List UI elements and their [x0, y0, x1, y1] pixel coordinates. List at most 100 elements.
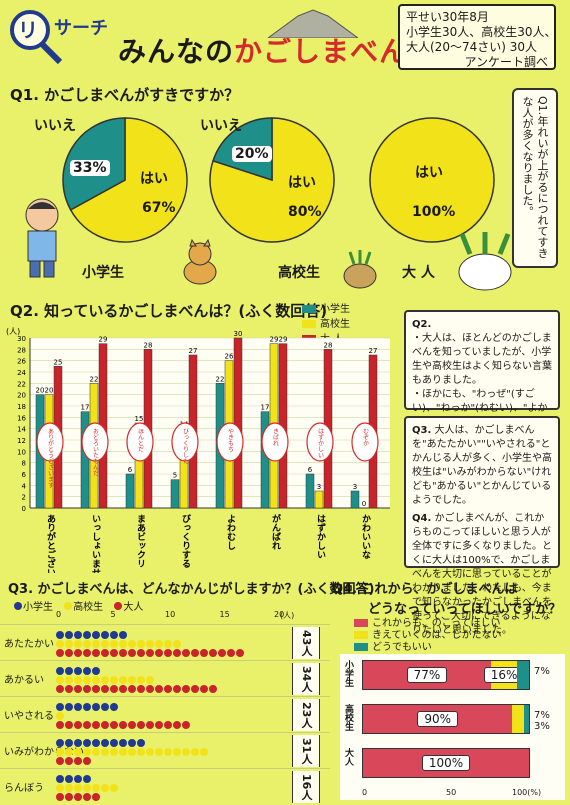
q3-dot	[101, 676, 109, 684]
q3-dot	[155, 721, 163, 729]
q3-dot	[65, 739, 73, 747]
q3-dot	[119, 676, 127, 684]
q3-dot	[74, 676, 82, 684]
pie-slice	[69, 117, 188, 243]
q3-dot-row	[56, 782, 286, 792]
q3-dot	[74, 793, 82, 801]
q3-row: らんぼう 16人	[0, 768, 330, 805]
q3-dot	[137, 640, 145, 648]
q4-bar-segment	[517, 661, 529, 689]
q1-pies	[62, 117, 495, 243]
q3-title: Q3. かごしまべんは、どんなかんじがしますか？(ふく数回答)	[8, 582, 375, 597]
meaning-bubble	[216, 422, 244, 462]
pie1-no-label: いいえ	[200, 118, 242, 134]
q3-dot	[119, 631, 127, 639]
q3-category-label: いみがわからない	[4, 747, 84, 758]
bar-value-label: 26	[225, 353, 234, 361]
dog-icon	[178, 238, 222, 292]
q3-dot	[128, 685, 136, 693]
q3-dot	[56, 712, 64, 720]
q3-dot-row	[56, 683, 286, 693]
q3-dot	[56, 739, 64, 747]
q4-small-segment-label: 7%	[534, 666, 550, 677]
q3-dot	[101, 649, 109, 657]
q3-dot	[182, 721, 190, 729]
x-tick-label: 100(%)	[512, 788, 542, 797]
bar-value-label: 22	[90, 375, 99, 383]
q3-dot	[83, 793, 91, 801]
q3-dot	[110, 784, 118, 792]
q3-dot	[65, 631, 73, 639]
x-tick-label: 50	[446, 788, 457, 797]
q3-dot	[56, 685, 64, 693]
q3-dot-row	[56, 719, 286, 729]
q2-note-label: Q2.	[412, 319, 432, 330]
q3-dot	[209, 685, 217, 693]
q3-dot	[137, 748, 145, 756]
q3-dot	[92, 748, 100, 756]
q4-x-axis: 0 50 100(%)	[362, 788, 541, 798]
bar	[80, 411, 90, 509]
q4-segment-label: 77%	[406, 667, 448, 683]
q3-dot	[191, 649, 199, 657]
meaning-text: きばれ	[272, 428, 279, 446]
pie1-group: 高校生	[278, 265, 320, 281]
q3-dot	[74, 703, 82, 711]
q3-dot-row	[56, 674, 286, 684]
legend-swatch	[302, 320, 316, 328]
q3-dot	[173, 640, 181, 648]
pie0-yes-pct: 67%	[142, 200, 176, 216]
q2-note-line: ・大人は、ほとんどのかごしまべんを知っていましたが、小学生や高校生はよく知らない…	[412, 333, 552, 386]
q1-title: Q1. かごしまべんがすきですか？	[10, 86, 240, 104]
q3-dot	[164, 649, 172, 657]
q3-dot	[146, 685, 154, 693]
bar-value-label: 6	[308, 466, 313, 474]
pie2-yes-label: はい	[415, 165, 443, 181]
q3-total: 16人	[292, 771, 320, 803]
q4-stacked-bar-chart: 小学生 77% 16% 7% 高校生 90% 7% 3% 大人 100% 0 50 100(%)	[340, 654, 565, 800]
q3-dot	[164, 721, 172, 729]
q3-dot	[92, 631, 100, 639]
q3-dot	[92, 703, 100, 711]
bar-value-label: 29	[279, 336, 288, 344]
q3-dot	[74, 640, 82, 648]
x-category-label: まあビックリ	[135, 514, 146, 568]
q3-dot	[65, 676, 73, 684]
q3-dot	[110, 721, 118, 729]
q3-dot-row	[56, 755, 286, 765]
bar-value-label: 3	[317, 483, 321, 491]
q3-dot	[101, 685, 109, 693]
q3-note-label: Q3.	[412, 425, 432, 436]
pie1-no-pct: 20%	[232, 146, 272, 162]
q3-dot	[56, 748, 64, 756]
meaning-text: やきもち	[227, 428, 234, 453]
survey-line: アンケート調べ	[464, 55, 548, 69]
q3-row: いやされる 23人	[0, 696, 330, 733]
pie2-group: 大 人	[402, 265, 435, 281]
title-prefix: みんなの	[118, 35, 235, 68]
bar-value-label: 29	[270, 336, 279, 344]
bar-value-label: 17	[261, 404, 270, 412]
q3-dot	[110, 748, 118, 756]
q3-dot	[74, 775, 82, 783]
q3-dot	[83, 640, 91, 648]
q3-dot	[155, 685, 163, 693]
bar-value-label: 20	[36, 387, 45, 395]
bar-value-label: 20	[45, 387, 54, 395]
q4-segment-label: 16%	[483, 667, 525, 683]
q3-dot	[65, 640, 73, 648]
q3-dot	[182, 649, 190, 657]
q3-dot	[83, 739, 91, 747]
meaning-text: おどろいたもんだ	[92, 428, 99, 477]
q3-dot	[173, 685, 181, 693]
q3-dot	[65, 703, 73, 711]
y-tick-label: 10	[17, 448, 26, 456]
q3-dot	[56, 757, 64, 765]
q3-dot	[83, 784, 91, 792]
q4-stacked-bar: 100%	[362, 748, 530, 778]
y-tick-label: 24	[17, 369, 26, 377]
y-tick-label: 8	[22, 460, 26, 468]
q3-dot	[128, 649, 136, 657]
q3-dot	[173, 748, 181, 756]
q4-bar-segment	[524, 705, 529, 733]
